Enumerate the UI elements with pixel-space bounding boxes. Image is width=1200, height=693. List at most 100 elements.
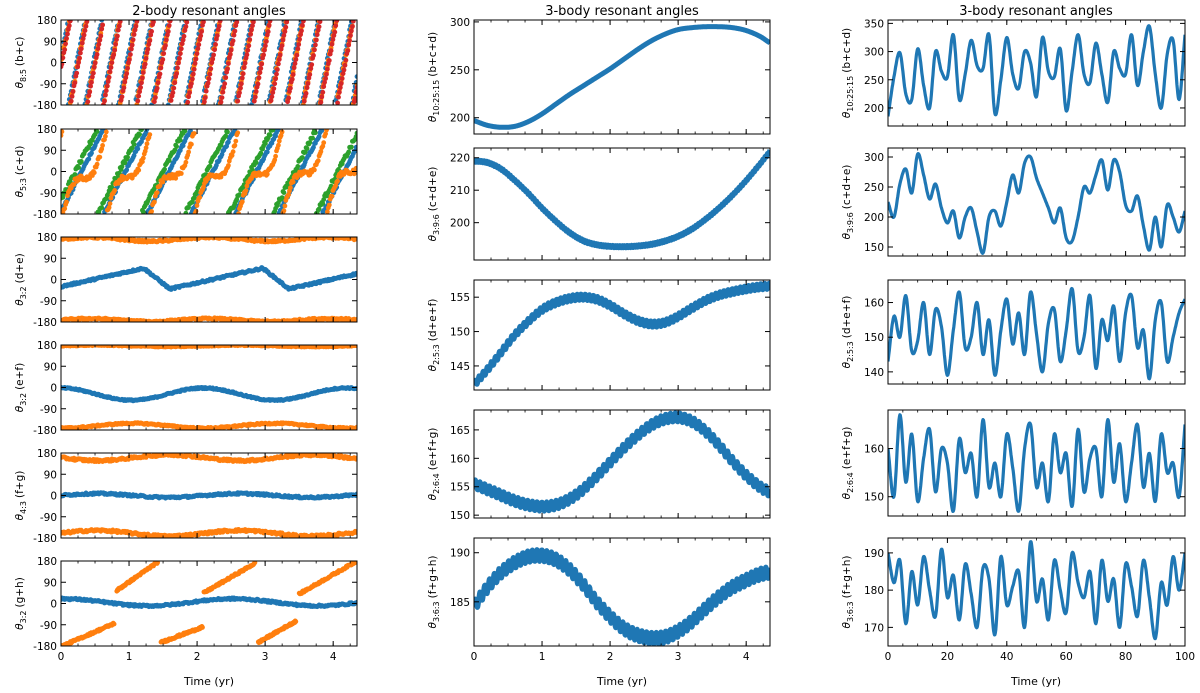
data-point	[280, 37, 286, 43]
data-point	[319, 129, 325, 133]
data-point	[78, 46, 84, 52]
data-point	[272, 81, 278, 87]
data-point	[347, 38, 352, 43]
data-point	[186, 205, 192, 210]
data-point	[322, 79, 327, 85]
data-point	[115, 33, 120, 39]
data-point	[66, 26, 71, 32]
data-point	[309, 62, 315, 67]
data-point	[174, 71, 180, 77]
y-tick-label: 0	[50, 383, 57, 395]
y-tick-label: -180	[33, 317, 57, 329]
data-point	[272, 157, 278, 163]
data-point	[313, 130, 318, 136]
data-point	[176, 60, 181, 66]
data-point	[227, 52, 233, 57]
data-point	[116, 23, 122, 29]
data-point	[114, 37, 119, 42]
y-tick-label: 90	[44, 361, 57, 373]
data-point	[274, 71, 279, 77]
data-point	[88, 83, 93, 89]
data-point	[326, 58, 332, 63]
data-point	[198, 33, 204, 39]
data-point	[193, 56, 199, 62]
data-point	[183, 159, 189, 165]
data-point	[121, 85, 127, 91]
data-point	[81, 32, 87, 38]
data-point	[107, 201, 113, 207]
data-point	[201, 184, 206, 190]
data-point	[325, 209, 330, 214]
data-point	[125, 65, 130, 71]
data-point	[109, 60, 115, 65]
y-label-pair: (c+d)	[14, 146, 26, 175]
data-point	[256, 75, 262, 81]
data-point	[194, 189, 200, 195]
panel-c1-r2-plot-area	[61, 129, 357, 214]
data-point	[202, 99, 207, 105]
data-point	[74, 70, 80, 76]
data-point	[233, 23, 239, 28]
data-point	[268, 98, 274, 104]
panel-c1-r5-series-blue	[61, 490, 357, 501]
data-point	[241, 65, 247, 70]
data-point	[100, 143, 105, 148]
data-point	[171, 85, 177, 91]
data-point	[91, 170, 97, 176]
y-tick-label: -180	[33, 100, 57, 112]
data-point	[190, 71, 196, 77]
data-point	[165, 102, 171, 105]
data-point	[229, 153, 235, 158]
data-point	[99, 205, 105, 211]
data-point	[220, 89, 226, 95]
data-point	[134, 20, 140, 24]
data-point	[125, 154, 130, 160]
data-point	[289, 76, 295, 82]
data-point	[192, 61, 198, 66]
data-point	[64, 199, 69, 205]
data-point	[223, 133, 229, 139]
data-point	[261, 52, 266, 58]
data-point	[99, 146, 105, 152]
data-point	[244, 52, 250, 58]
data-point	[115, 27, 121, 33]
data-point	[333, 23, 339, 29]
data-point	[330, 37, 336, 42]
data-point	[174, 144, 180, 150]
data-point	[209, 60, 215, 66]
data-point	[238, 85, 243, 91]
data-point	[129, 145, 135, 151]
data-point	[221, 85, 227, 90]
data-point	[295, 46, 301, 52]
data-point	[267, 132, 273, 138]
panel-c1-r4-series-blue	[61, 385, 357, 404]
data-point	[168, 98, 174, 103]
data-point	[140, 70, 146, 75]
column-title-3body-short: 3-body resonant angles	[545, 4, 699, 19]
data-point	[86, 93, 92, 98]
data-point	[158, 65, 164, 71]
data-point	[311, 144, 316, 150]
y-tick-label: -90	[40, 79, 57, 91]
data-point	[285, 99, 290, 105]
data-point	[137, 89, 143, 95]
data-point	[108, 65, 114, 70]
data-point	[281, 190, 287, 196]
panel-c1-r3-series-blue	[61, 265, 357, 292]
data-point	[92, 60, 98, 66]
data-point	[299, 28, 304, 34]
data-point	[223, 75, 229, 80]
data-point	[278, 46, 284, 52]
data-point	[143, 145, 149, 151]
data-point	[230, 149, 236, 155]
y-tick-label: 90	[44, 36, 57, 48]
data-point	[329, 41, 335, 47]
y-tick-label: -180	[33, 425, 57, 437]
data-point	[214, 36, 219, 42]
y-label-subscript: 3:2	[19, 393, 28, 406]
data-point	[61, 129, 65, 135]
